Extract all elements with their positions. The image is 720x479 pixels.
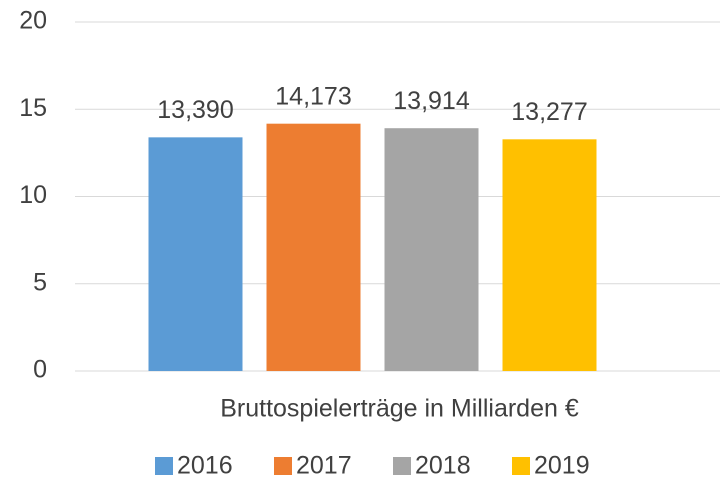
bar — [384, 128, 479, 371]
legend-swatch — [512, 457, 530, 475]
y-tick-label: 20 — [19, 7, 47, 35]
legend-swatch — [155, 457, 173, 475]
legend-label: 2018 — [415, 452, 471, 479]
legend-label: 2016 — [177, 452, 233, 479]
y-tick-label: 5 — [33, 268, 47, 296]
legend-label: 2019 — [534, 452, 590, 479]
data-label: 14,173 — [275, 82, 351, 110]
legend-label: 2017 — [296, 452, 352, 479]
y-tick-label: 15 — [19, 94, 47, 122]
data-label: 13,277 — [511, 98, 587, 126]
bar — [502, 139, 597, 371]
legend-swatch — [393, 457, 411, 475]
y-tick-label: 0 — [33, 356, 47, 384]
x-tick-label: Bruttospielerträge in Milliarden € — [220, 395, 579, 423]
data-label: 13,390 — [157, 96, 233, 124]
bar — [266, 123, 361, 371]
y-tick-label: 10 — [19, 181, 47, 209]
data-label: 13,914 — [393, 87, 470, 115]
bar — [148, 137, 243, 371]
legend-swatch — [274, 457, 292, 475]
